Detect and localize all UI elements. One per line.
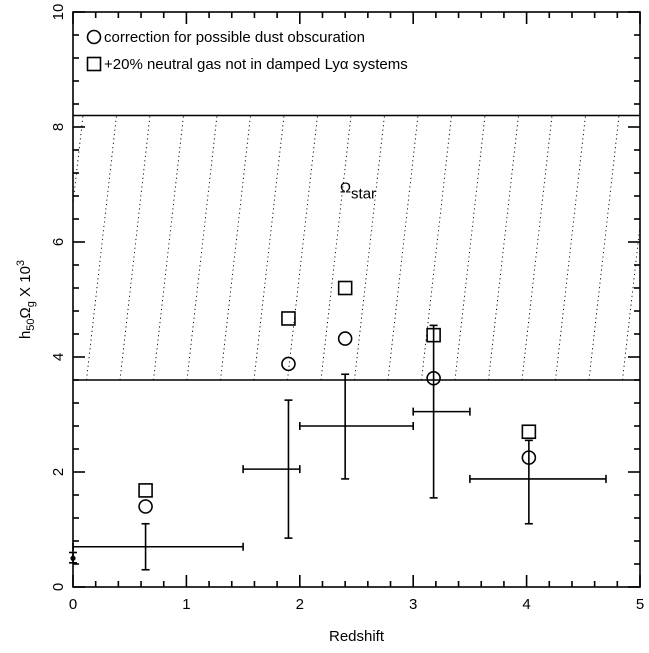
hatch-line [73, 115, 84, 208]
axis-labels: Redshift h50Ωg X 103 [15, 260, 385, 645]
hatch-line [220, 115, 251, 380]
circle-point [337, 331, 353, 346]
legend-label: correction for possible dust obscuration [104, 29, 365, 46]
y-tick-label: 2 [50, 468, 67, 476]
omega-star-band: Ωstar [73, 114, 640, 381]
hatch-line [521, 115, 553, 380]
legend-circle-marker [86, 29, 102, 45]
circle-point [426, 370, 441, 386]
hatch-line [387, 115, 419, 380]
hatch-line [454, 115, 486, 380]
square-point [426, 327, 441, 343]
hatch-line [153, 115, 184, 380]
x-axis-label: Redshift [329, 628, 385, 645]
error-bar-point [412, 324, 471, 499]
hatch-line [488, 115, 519, 380]
y-tick-label: 6 [50, 238, 67, 246]
plot-frame [72, 11, 641, 588]
hatch-line [253, 115, 285, 380]
hatch-line [119, 115, 151, 380]
circle-point [521, 450, 537, 465]
error-bar-point [298, 373, 415, 480]
hatch-line [320, 115, 352, 380]
band-label: Ωstar [340, 180, 376, 203]
square-point [521, 424, 537, 440]
band-hatching [73, 115, 640, 380]
x-tick-label: 1 [182, 596, 190, 613]
x-tick-label: 0 [69, 596, 77, 613]
hatch-line [421, 115, 452, 380]
hatch-line [186, 115, 218, 380]
y-tick-label: 8 [50, 123, 67, 131]
y-tick-label: 0 [50, 583, 67, 591]
x-tick-label: 2 [296, 596, 304, 613]
legend: correction for possible dust obscuration… [86, 29, 408, 73]
square-point [138, 483, 153, 498]
plot-border [72, 11, 641, 588]
x-tick-label: 5 [636, 596, 644, 613]
hatch-line [555, 115, 586, 380]
x-tick-label: 4 [522, 596, 530, 613]
hatch-line [86, 115, 117, 380]
hatch-line [588, 115, 620, 380]
error-bar-point [242, 399, 301, 539]
data-point-dot [70, 555, 76, 561]
hatch-line [287, 115, 318, 380]
legend-square-marker [86, 56, 102, 72]
error-bar-point [69, 551, 77, 564]
error-bar-point [469, 439, 607, 525]
legend-label: +20% neutral gas not in damped Lyα syste… [104, 56, 408, 73]
error-bar-point [72, 522, 244, 571]
y-tick-label: 4 [50, 353, 67, 361]
circle-point [281, 356, 296, 372]
data-marks [69, 280, 607, 571]
square-point [337, 280, 353, 296]
y-axis-label: h50Ωg X 103 [15, 260, 37, 339]
axis-ticks: 0 1 2 3 4 5 0 2 4 6 8 10 [50, 4, 644, 613]
circle-point [138, 499, 153, 514]
x-tick-label: 3 [409, 596, 417, 613]
y-tick-label: 10 [50, 4, 67, 21]
hatch-line [622, 221, 640, 380]
square-point [281, 311, 296, 326]
hatch-line [354, 115, 385, 380]
